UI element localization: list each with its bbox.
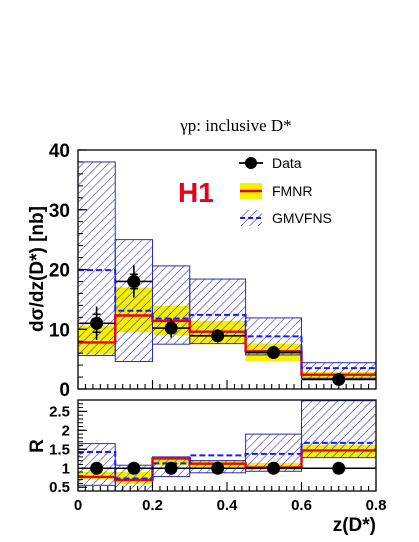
y-tick-label: 1.5 (49, 441, 70, 458)
y-tick-label: 0 (59, 380, 70, 401)
chart-title: γp: inclusive D* (179, 116, 291, 135)
bottom-y-axis-label: R (27, 439, 48, 453)
data-point (127, 461, 141, 475)
y-tick-label: 2.5 (49, 403, 70, 420)
legend-label-data: Data (272, 155, 302, 171)
y-tick-label: 40 (49, 141, 70, 162)
y-tick-label: 2 (62, 422, 70, 439)
legend-label-fmnr: FMNR (272, 183, 312, 199)
y-tick-label: 30 (49, 201, 70, 222)
x-tick-label: 0.2 (142, 497, 163, 514)
x-tick-label: 0.6 (291, 497, 312, 514)
y-tick-label: 1 (62, 460, 70, 477)
x-axis-label: z(D*) (333, 515, 376, 536)
y-tick-label: 0.5 (49, 479, 70, 496)
data-point (90, 461, 104, 475)
data-point (164, 461, 178, 475)
top-y-axis-label: dσ/dz(D*) [nb] (27, 206, 48, 332)
gmvfns-band-bin (114, 239, 153, 363)
data-point (90, 316, 104, 330)
experiment-label: H1 (178, 177, 214, 208)
legend-entry-fmnr: FMNR (240, 183, 312, 199)
bottom-panel: 0.5 1 1.5 2 2.5 0 0.2 0.4 0.6 0.8 R z(D*) (27, 399, 387, 536)
y-tick-label: 10 (49, 320, 70, 341)
top-panel: 0 10 20 30 40 dσ/dz(D*) [nb] H1 Data FMNR GM… (27, 141, 377, 401)
x-tick-label: 0.4 (217, 497, 239, 514)
data-point (211, 461, 225, 475)
bottom-plot-frame (77, 399, 377, 492)
x-tick-label: 0 (74, 497, 82, 514)
data-point (211, 329, 225, 343)
legend-entry-data: Data (239, 155, 302, 171)
gmvfns-central-line (78, 441, 376, 480)
gmvfns-central-line (78, 269, 376, 370)
y-tick-label: 20 (49, 261, 70, 282)
gmvfns-band-bin (301, 400, 376, 459)
x-tick-label: 0.8 (366, 497, 387, 514)
data-point (267, 346, 281, 360)
data-point (267, 461, 281, 475)
data-point (164, 321, 178, 335)
legend-label-gmvfns: GMVFNS (272, 210, 332, 226)
data-point (127, 274, 141, 288)
top-plot-frame (77, 149, 377, 390)
data-point (332, 461, 346, 475)
data-point (332, 372, 346, 386)
legend: Data FMNR GMVFNS (239, 155, 332, 226)
legend-entry-gmvfns: GMVFNS (240, 210, 332, 226)
